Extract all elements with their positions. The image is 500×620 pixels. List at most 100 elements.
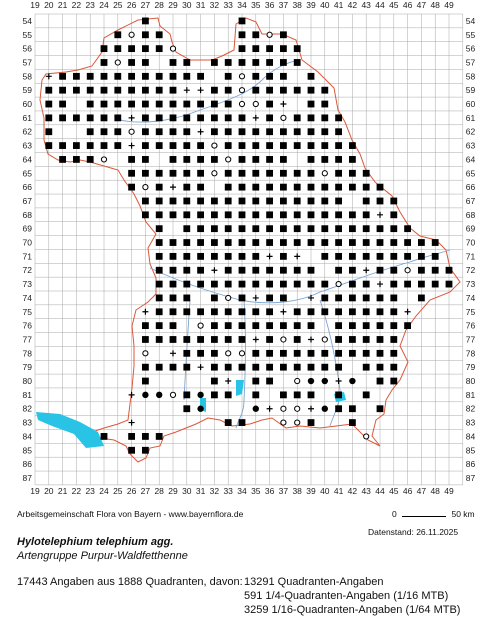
occurrence-square: [238, 419, 246, 426]
occurrence-square: [280, 45, 287, 53]
occurrence-square: [307, 183, 315, 191]
y-tick-label: 63: [23, 141, 33, 151]
y-tick-label: 86: [23, 459, 33, 469]
occurrence-square: [169, 59, 177, 66]
occurrence-square: [155, 114, 163, 122]
y-tick-label: 81: [466, 390, 476, 400]
occurrence-plus: [377, 211, 383, 218]
occurrence-square: [390, 197, 398, 205]
x-tick-label: 19: [30, 0, 40, 10]
y-tick-label: 72: [466, 265, 476, 275]
occurrence-square: [293, 86, 301, 94]
occurrence-square: [211, 322, 218, 330]
x-tick-label: 40: [320, 486, 330, 496]
occurrence-square: [252, 266, 260, 274]
occurrence-plus: [170, 350, 176, 357]
occurrence-square: [321, 252, 329, 260]
occurrence-square: [280, 197, 287, 205]
x-tick-label: 36: [265, 0, 275, 10]
occurrence-ring: [100, 156, 108, 163]
occurrence-square: [335, 114, 342, 122]
occurrence-square: [238, 225, 246, 233]
y-tick-label: 66: [466, 182, 476, 192]
x-tick-label: 20: [44, 0, 54, 10]
occurrence-square: [114, 128, 122, 136]
occurrence-square: [266, 211, 273, 219]
occurrence-square: [211, 225, 218, 233]
occurrence-square: [266, 322, 273, 330]
occurrence-square: [155, 211, 163, 219]
y-tick-label: 63: [466, 141, 476, 151]
occurrence-square: [211, 391, 218, 399]
occurrence-square: [376, 252, 384, 260]
occurrence-square: [224, 72, 232, 80]
occurrence-square: [390, 266, 398, 274]
occurrence-ring: [280, 405, 287, 412]
occurrence-square: [155, 197, 163, 205]
occurrence-square: [45, 100, 53, 108]
occurrence-square: [100, 128, 108, 136]
occurrence-square: [224, 128, 232, 136]
y-tick-label: 75: [466, 307, 476, 317]
occurrence-square: [197, 336, 204, 343]
occurrence-square: [45, 142, 53, 149]
occurrence-square: [252, 377, 260, 385]
occurrence-square: [266, 197, 273, 205]
occurrence-square: [266, 308, 273, 316]
occurrence-ring: [404, 267, 411, 274]
occurrence-square: [280, 128, 287, 136]
occurrence-square: [293, 280, 301, 288]
occurrence-square: [390, 252, 398, 260]
occurrence-square: [376, 363, 384, 371]
occurrence-square: [224, 280, 232, 288]
occurrence-square: [362, 280, 370, 288]
occurrence-square: [197, 252, 204, 260]
occurrence-square: [183, 405, 191, 413]
occurrence-square: [293, 349, 301, 357]
occurrence-square: [169, 252, 177, 260]
scale-bar-line: [402, 516, 447, 517]
occurrence-square: [252, 142, 260, 149]
occurrence-square: [211, 86, 218, 94]
occurrence-square: [362, 294, 370, 302]
occurrence-square: [390, 225, 398, 233]
occurrence-square: [73, 142, 80, 149]
occurrence-square: [335, 322, 342, 330]
y-tick-label: 85: [23, 445, 33, 455]
occurrence-square: [335, 363, 342, 371]
occurrence-ring: [363, 433, 370, 440]
occurrence-square: [404, 225, 411, 233]
occurrence-square: [238, 156, 246, 163]
occurrence-square: [266, 128, 273, 136]
occurrence-ring: [238, 87, 246, 94]
occurrence-square: [293, 59, 301, 66]
occurrence-square: [86, 156, 94, 163]
occurrence-square: [59, 86, 66, 94]
occurrence-square: [114, 114, 122, 122]
occurrence-square: [211, 336, 218, 343]
occurrence-square: [252, 45, 260, 53]
y-tick-label: 78: [23, 348, 33, 358]
occurrence-square: [321, 86, 329, 94]
occurrence-square: [307, 211, 315, 219]
occurrence-square: [155, 239, 163, 246]
occurrence-square: [390, 239, 398, 246]
occurrence-square: [238, 252, 246, 260]
y-tick-label: 69: [466, 224, 476, 234]
occurrence-square: [86, 72, 94, 80]
occurrence-square: [431, 239, 439, 246]
y-tick-label: 60: [466, 99, 476, 109]
occurrence-square: [197, 169, 204, 177]
x-tick-label: 41: [334, 0, 344, 10]
occurrence-square: [197, 225, 204, 233]
occurrence-square: [73, 72, 80, 80]
x-tick-label: 23: [85, 486, 95, 496]
occurrence-square: [224, 211, 232, 219]
scale-zero-label: 0: [392, 509, 397, 519]
occurrence-square: [376, 239, 384, 246]
occurrence-square: [128, 100, 135, 108]
occurrence-square: [142, 169, 149, 177]
occurrence-square: [252, 169, 260, 177]
x-tick-label: 43: [361, 486, 371, 496]
occurrence-square: [114, 100, 122, 108]
